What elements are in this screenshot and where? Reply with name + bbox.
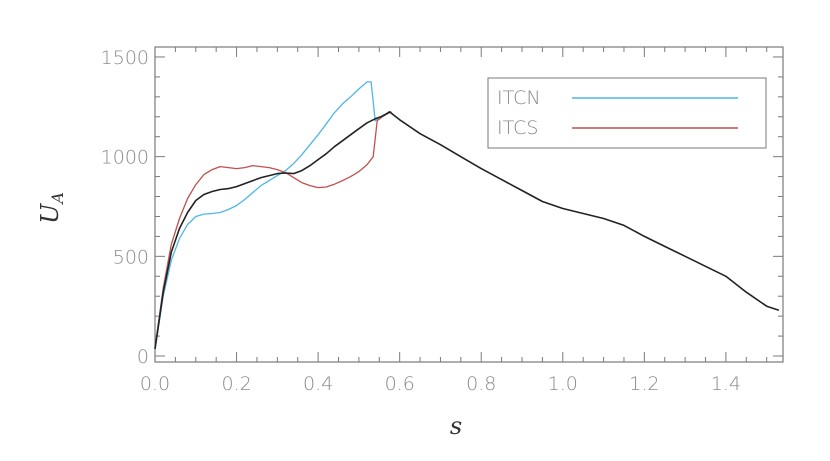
legend-label-itcn: ITCN (497, 87, 541, 109)
x-tick-label: 1.4 (711, 373, 741, 395)
x-tick-label: 0.8 (466, 373, 496, 395)
x-tick-labels: 0.0 0.2 0.4 0.6 0.8 1.0 1.2 1.4 (140, 373, 741, 395)
minor-ticks (155, 47, 783, 362)
y-tick-label: 1000 (101, 147, 149, 169)
series-line-mean (154, 111, 780, 350)
major-ticks (154, 47, 783, 362)
y-axis-title-subscript: A (48, 192, 67, 206)
plot-frame (154, 46, 784, 363)
y-tick-label: 500 (113, 246, 149, 268)
legend-box (487, 77, 767, 149)
y-axis-title-main: U (36, 203, 64, 224)
x-axis-title: s (450, 412, 462, 440)
y-tick-label: 1500 (101, 47, 149, 69)
series-line-itcs (154, 111, 392, 349)
x-tick-label: 0.2 (221, 373, 251, 395)
x-tick-label: 1.0 (548, 373, 578, 395)
x-tick-label: 0.4 (303, 373, 333, 395)
series-layer (154, 81, 780, 351)
series-line-itcn (154, 81, 392, 351)
x-tick-label: 1.2 (629, 373, 659, 395)
y-tick-labels: 0 500 1000 1500 (101, 47, 149, 368)
legend: ITCN ITCS (487, 77, 767, 149)
x-tick-label: 0.6 (385, 373, 415, 395)
legend-label-itcs: ITCS (497, 117, 538, 139)
y-axis-title: UA (36, 192, 67, 224)
x-tick-label: 0.0 (140, 373, 170, 395)
y-tick-label: 0 (137, 346, 149, 368)
